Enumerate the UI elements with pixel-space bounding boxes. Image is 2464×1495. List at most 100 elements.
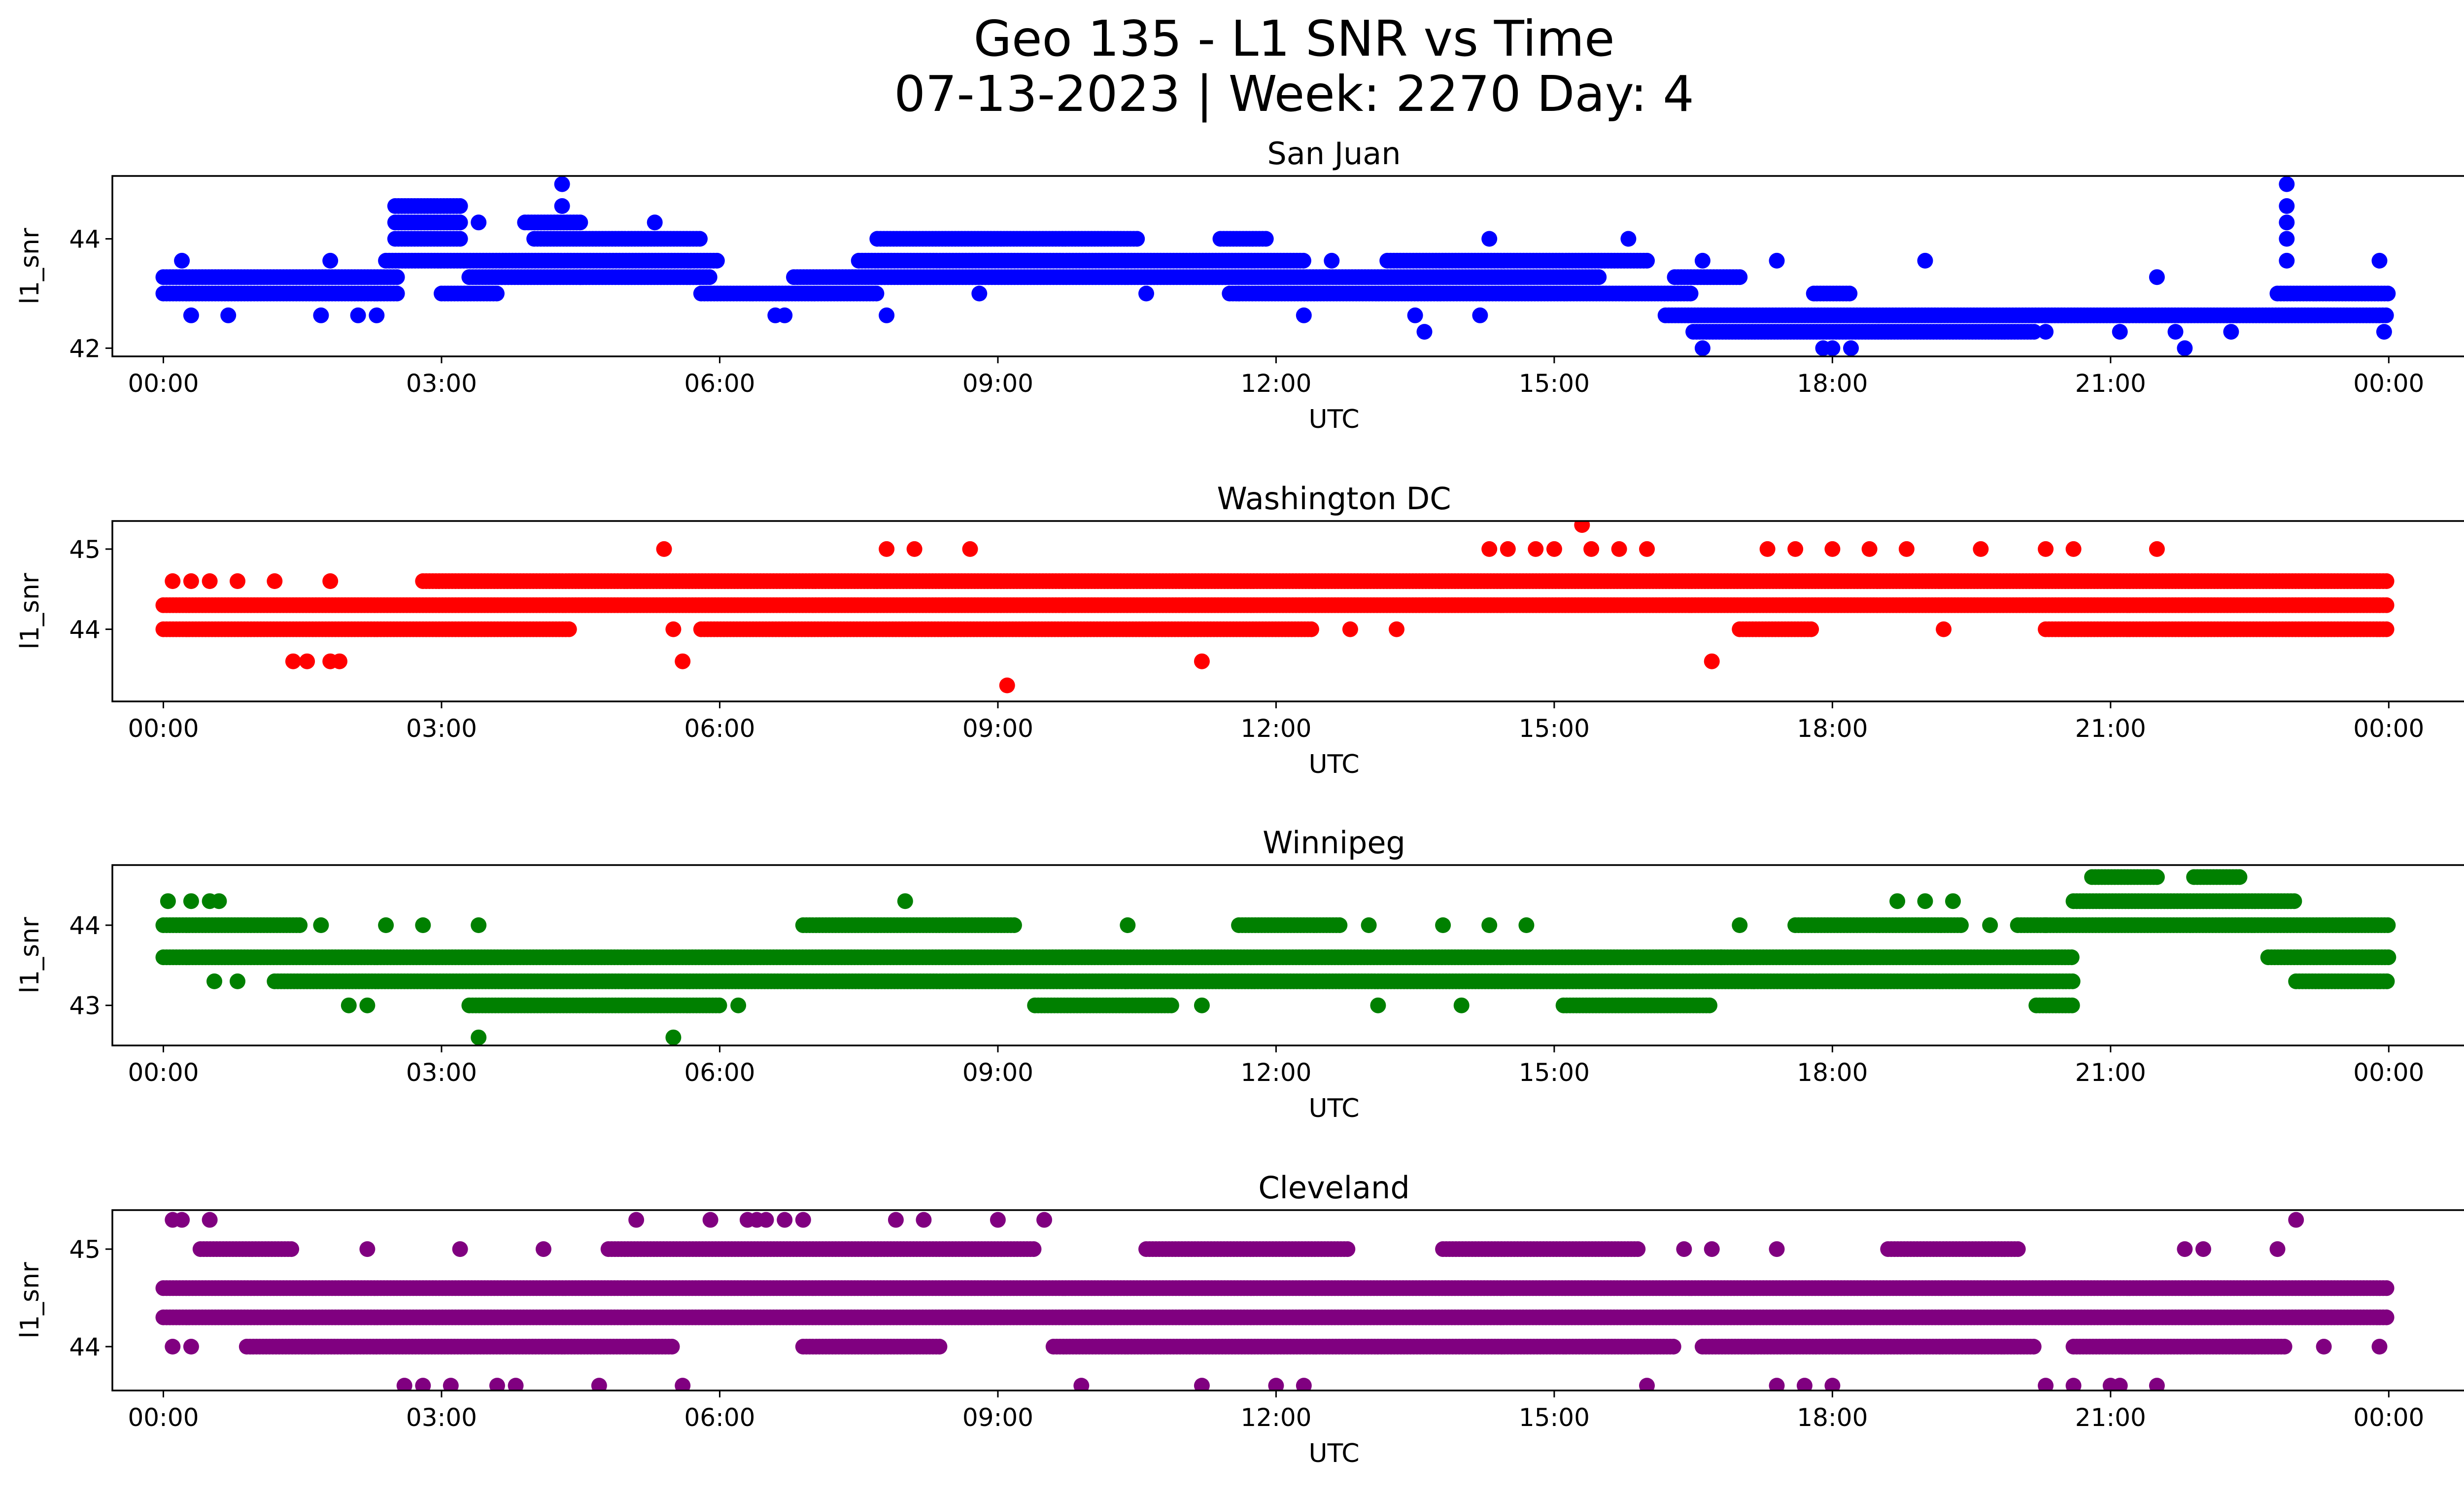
y-tick-label: 44 bbox=[69, 225, 101, 254]
data-point bbox=[299, 653, 315, 669]
x-tick-label: 15:00 bbox=[1519, 714, 1590, 743]
data-point bbox=[1296, 307, 1312, 323]
data-point bbox=[1843, 340, 1859, 356]
data-point bbox=[2378, 621, 2395, 637]
data-point bbox=[1824, 541, 1841, 557]
data-point bbox=[1500, 541, 1516, 557]
data-point bbox=[1342, 621, 1358, 637]
data-point bbox=[1973, 541, 1989, 557]
data-point bbox=[389, 285, 405, 302]
axes-frame bbox=[111, 520, 2464, 702]
data-point bbox=[1389, 621, 1404, 637]
x-tick-label: 12:00 bbox=[1240, 369, 1311, 398]
data-point bbox=[2279, 214, 2295, 231]
data-point bbox=[230, 573, 245, 589]
x-tick-label: 00:00 bbox=[2353, 369, 2424, 398]
data-point bbox=[665, 621, 682, 637]
data-point bbox=[2379, 973, 2395, 989]
data-point bbox=[1787, 541, 1804, 557]
data-point bbox=[1936, 621, 1952, 637]
x-tick-label: 00:00 bbox=[128, 369, 199, 398]
data-point bbox=[471, 214, 487, 231]
data-point bbox=[1546, 541, 1562, 557]
data-point bbox=[1006, 917, 1022, 933]
data-point bbox=[292, 917, 308, 933]
data-point bbox=[2063, 949, 2080, 966]
data-point bbox=[1574, 521, 1590, 533]
data-point bbox=[183, 573, 199, 589]
x-tick-label: 06:00 bbox=[684, 369, 755, 398]
data-point bbox=[2149, 541, 2165, 557]
data-point bbox=[1481, 231, 1498, 247]
data-point bbox=[573, 269, 589, 285]
x-tick-label: 03:00 bbox=[406, 714, 477, 743]
x-tick-label: 03:00 bbox=[406, 369, 477, 398]
data-point bbox=[1759, 541, 1776, 557]
y-tick-label: 42 bbox=[69, 334, 101, 363]
data-point bbox=[1591, 269, 1607, 285]
data-point bbox=[647, 214, 663, 231]
data-point bbox=[2279, 231, 2295, 247]
data-point bbox=[332, 653, 347, 669]
data-point bbox=[2167, 324, 2184, 340]
data-point bbox=[2026, 324, 2042, 340]
figure-title-line1: Geo 135 - L1 SNR vs Time bbox=[974, 10, 1615, 68]
data-point bbox=[183, 307, 199, 323]
data-point bbox=[322, 573, 339, 589]
data-point bbox=[1138, 285, 1154, 302]
data-point bbox=[322, 252, 339, 269]
data-point bbox=[285, 653, 301, 669]
x-tick-label: 15:00 bbox=[1519, 369, 1590, 398]
data-point bbox=[1295, 252, 1311, 269]
data-point bbox=[1639, 541, 1655, 557]
x-tick-label: 21:00 bbox=[2075, 369, 2146, 398]
subplot-title: Washington DC bbox=[1217, 481, 1451, 517]
data-point bbox=[2279, 252, 2295, 269]
data-point bbox=[2376, 324, 2392, 340]
data-point bbox=[2380, 949, 2396, 966]
data-point bbox=[1769, 252, 1785, 269]
data-point bbox=[906, 541, 923, 557]
data-point bbox=[999, 677, 1015, 694]
data-point bbox=[561, 621, 577, 637]
data-point bbox=[2371, 252, 2388, 269]
data-point bbox=[701, 269, 718, 285]
y-tick-label: 45 bbox=[69, 535, 101, 564]
data-point bbox=[165, 573, 181, 589]
data-point bbox=[1694, 252, 1711, 269]
x-tick-label: 21:00 bbox=[2075, 714, 2146, 743]
axes-frame bbox=[111, 175, 2464, 357]
data-point bbox=[971, 285, 988, 302]
data-point bbox=[1324, 252, 1340, 269]
data-point bbox=[2279, 198, 2295, 214]
data-point bbox=[2065, 541, 2082, 557]
data-point bbox=[962, 541, 978, 557]
data-point bbox=[2380, 285, 2396, 302]
subplot-panels: 00:00 03:00 06:00 09:00 12:00 15:00 18:00 21:00… bbox=[15, 136, 2464, 1468]
data-point bbox=[1824, 340, 1841, 356]
data-point bbox=[2038, 324, 2054, 340]
data-point bbox=[2223, 324, 2239, 340]
data-point bbox=[656, 541, 672, 557]
data-point bbox=[879, 307, 895, 323]
data-point bbox=[675, 653, 691, 669]
data-point bbox=[1861, 541, 1878, 557]
scatter-points-san-juan bbox=[155, 176, 2396, 356]
data-point bbox=[1917, 252, 1933, 269]
data-point bbox=[1611, 541, 1627, 557]
data-point bbox=[452, 214, 468, 231]
data-point bbox=[452, 231, 468, 247]
data-point bbox=[554, 198, 570, 214]
data-point bbox=[1682, 285, 1699, 302]
data-point bbox=[1842, 285, 1858, 302]
data-point bbox=[220, 307, 237, 323]
data-point bbox=[2149, 269, 2165, 285]
data-point bbox=[1481, 541, 1498, 557]
data-point bbox=[572, 214, 588, 231]
data-point bbox=[1732, 269, 1748, 285]
data-point bbox=[1620, 231, 1637, 247]
figure-title-line2: 07-13-2023 | Week: 2270 Day: 4 bbox=[894, 65, 1694, 123]
x-tick-label: 18:00 bbox=[1797, 369, 1868, 398]
subplot-winnipeg: 00:00 03:00 06:00 09:00 12:00 15:00 18:00 21:00… bbox=[15, 825, 2464, 1123]
